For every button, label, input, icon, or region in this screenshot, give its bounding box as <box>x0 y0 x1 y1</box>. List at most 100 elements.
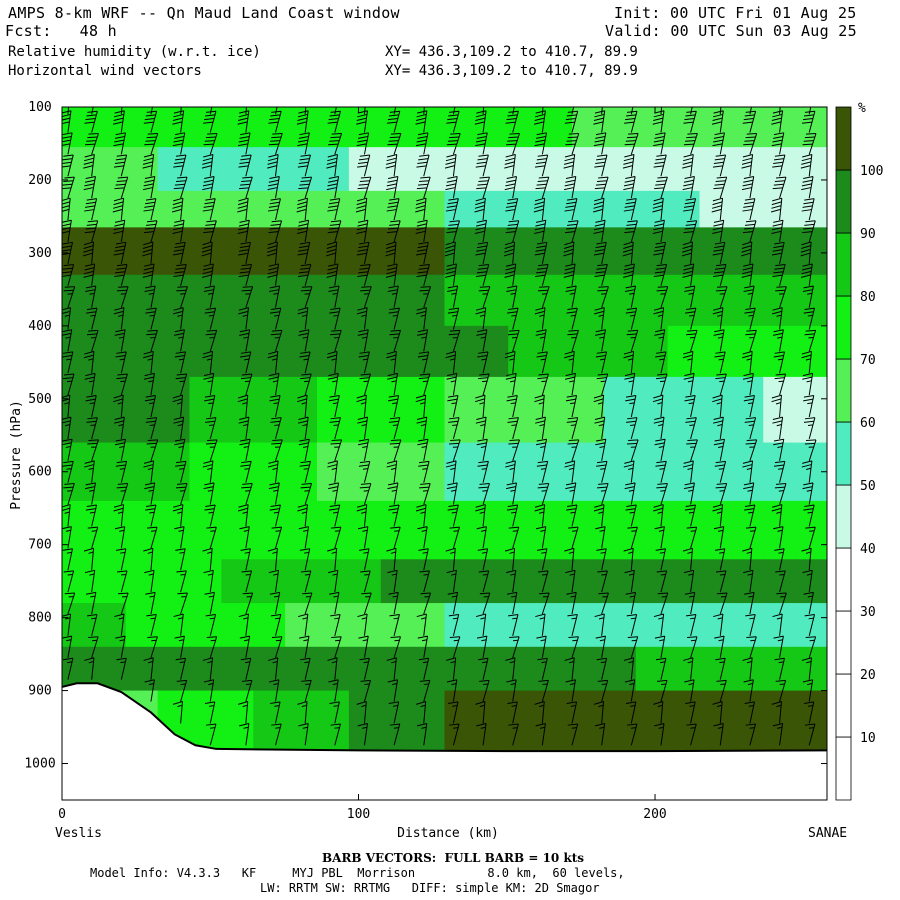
wind-barb <box>475 504 486 527</box>
wind-barb <box>358 460 371 483</box>
colorbar-label: 20 <box>860 668 876 683</box>
rh-cell <box>62 147 95 192</box>
wind-barb <box>774 483 787 505</box>
wind-barb <box>237 110 250 133</box>
wind-barb <box>773 351 785 374</box>
wind-barb <box>296 197 308 221</box>
wind-barb <box>508 723 519 746</box>
wind-barb <box>507 701 518 724</box>
wind-barb <box>171 197 184 221</box>
wind-barb <box>653 132 666 155</box>
wind-barb <box>327 372 339 396</box>
wind-barb <box>535 176 550 199</box>
wind-barb <box>805 526 816 549</box>
rh-cell <box>667 646 701 692</box>
wind-barb <box>145 591 156 615</box>
rh-cell <box>508 500 541 560</box>
wind-barb <box>173 176 188 199</box>
wind-barb <box>743 679 754 702</box>
rh-cell <box>763 500 796 560</box>
wind-barb <box>598 592 609 615</box>
wind-barb <box>172 132 186 155</box>
wind-barb <box>84 460 95 483</box>
wind-barb <box>84 110 98 133</box>
wind-barb <box>269 285 281 308</box>
wind-barb <box>205 439 218 461</box>
wind-barb <box>475 132 488 155</box>
rh-band <box>62 559 827 604</box>
wind-barb <box>595 351 608 374</box>
wind-barb <box>328 482 340 505</box>
wind-barb <box>267 176 280 199</box>
rh-cell <box>699 147 732 192</box>
wind-barb <box>804 439 817 461</box>
rh-cell <box>317 690 350 754</box>
wind-barb <box>712 394 723 418</box>
rh-cell <box>444 227 477 276</box>
wind-barb <box>801 350 813 374</box>
wind-barb <box>144 569 155 593</box>
wind-barb <box>475 613 487 636</box>
rh-cell <box>285 559 318 604</box>
wind-barb <box>114 613 125 636</box>
wind-barb <box>328 132 343 155</box>
rh-cell <box>572 376 605 444</box>
wind-barb <box>386 110 401 133</box>
wind-barb <box>386 460 398 483</box>
wind-barb <box>564 220 579 243</box>
wind-barb <box>358 526 369 549</box>
wind-barb <box>535 526 547 549</box>
y-tick-label: 1000 <box>24 757 55 772</box>
rh-cell <box>731 147 764 192</box>
rh-cell <box>317 500 350 560</box>
wind-barb <box>683 482 695 505</box>
wind-barb <box>536 460 549 483</box>
wind-barb <box>535 723 546 746</box>
wind-barb <box>419 286 432 308</box>
wind-barb <box>624 372 636 396</box>
rh-cell <box>380 376 414 444</box>
wind-barb <box>172 219 185 243</box>
colorbar-swatch <box>835 484 852 549</box>
wind-barb <box>331 636 342 658</box>
wind-barb <box>594 416 606 439</box>
wind-barb <box>144 482 156 505</box>
wind-barb <box>147 526 158 549</box>
rh-cell <box>540 274 573 327</box>
wind-barb <box>300 570 312 593</box>
wind-barb <box>205 723 217 746</box>
wind-barb <box>387 372 399 396</box>
rh-cell <box>285 147 318 192</box>
wind-barb <box>329 701 340 724</box>
wind-barb <box>660 107 663 115</box>
wind-barb <box>596 460 608 483</box>
wind-barb <box>683 220 698 243</box>
wind-barb <box>507 307 519 330</box>
wind-barb <box>601 107 603 115</box>
wind-barb <box>63 570 75 593</box>
wind-barb <box>537 373 549 396</box>
wind-barb <box>297 241 311 264</box>
wind-barb <box>683 372 695 396</box>
wind-barb <box>652 110 665 133</box>
forecast-hour: Fcst: 48 h <box>5 22 117 40</box>
wind-barb <box>536 548 548 571</box>
wind-barb <box>274 107 278 115</box>
wind-barb <box>684 285 696 308</box>
wind-barb <box>114 176 129 199</box>
wind-barb <box>804 723 816 746</box>
wind-barb <box>203 132 218 155</box>
wind-barb <box>713 613 724 636</box>
wind-barb <box>508 526 520 549</box>
rh-cell <box>412 442 446 502</box>
wind-barb <box>172 394 184 418</box>
wind-barb <box>327 220 342 243</box>
wind-barb <box>84 569 96 593</box>
wind-barb <box>713 526 725 549</box>
wind-barb <box>803 395 815 418</box>
wind-barb <box>623 350 635 374</box>
wind-barb <box>62 460 74 483</box>
rh-cell <box>221 376 254 444</box>
wind-barb <box>623 657 635 680</box>
wind-barb <box>113 132 126 155</box>
